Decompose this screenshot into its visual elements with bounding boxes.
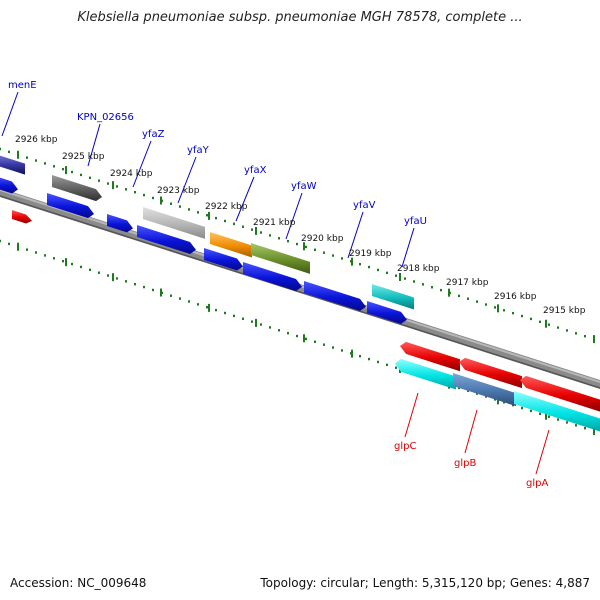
gene-arrow[interactable] [520, 375, 600, 412]
backbone-shadow [0, 195, 600, 389]
scale-label: 2924 kbp [110, 169, 153, 179]
accession-text: Accession: NC_009648 [10, 576, 147, 590]
gene-arrow[interactable] [107, 214, 133, 233]
gene-arrow[interactable] [243, 262, 302, 291]
leader-line [347, 211, 364, 259]
scale-label: 2920 kbp [301, 234, 344, 244]
gene-arrow[interactable] [372, 284, 414, 310]
gene-label-glpB[interactable]: glpB [454, 458, 476, 469]
gene-arrow[interactable] [0, 154, 25, 175]
leader-line [1, 91, 19, 137]
scale-label: 2922 kbp [205, 202, 248, 212]
leader-line [285, 192, 303, 240]
scale-label: 2923 kbp [157, 186, 200, 196]
gene-arrow[interactable] [395, 358, 456, 390]
gene-label-yfaW[interactable]: yfaW [291, 181, 317, 192]
leader-line [132, 140, 152, 188]
gene-arrow[interactable] [210, 232, 252, 258]
label-leader-lines [1, 91, 550, 475]
map-title: Klebsiella pneumoniae subsp. pneumoniae … [77, 10, 523, 25]
leader-line [464, 409, 478, 454]
gene-label-menE[interactable]: menE [8, 80, 37, 91]
gene-arrow[interactable] [304, 281, 366, 311]
gene-arrow[interactable] [400, 341, 460, 372]
gene-arrow[interactable] [137, 225, 196, 254]
gene-features [0, 154, 600, 432]
leader-line [401, 227, 415, 268]
gene-label-yfaX[interactable]: yfaX [244, 165, 267, 176]
gene-arrow[interactable] [52, 175, 102, 202]
gene-arrow[interactable] [12, 210, 32, 224]
gene-arrow[interactable] [0, 176, 18, 194]
leader-line [535, 429, 550, 475]
gene-arrow[interactable] [514, 391, 600, 432]
gene-label-yfaY[interactable]: yfaY [187, 145, 210, 156]
scale-label: 2915 kbp [543, 306, 586, 316]
gene-label-glpC[interactable]: glpC [394, 441, 416, 452]
leader-line [235, 176, 255, 222]
gene-label-yfaV[interactable]: yfaV [353, 200, 376, 211]
gene-arrow[interactable] [204, 248, 243, 271]
scale-label: 2917 kbp [446, 278, 489, 288]
gene-arrow[interactable] [47, 193, 94, 219]
scale-label: 2918 kbp [397, 264, 440, 274]
scale-label: 2925 kbp [62, 152, 105, 162]
scale-label: 2926 kbp [15, 135, 58, 145]
leader-line [87, 123, 101, 167]
gene-arrow[interactable] [251, 243, 310, 274]
gene-label-glpA[interactable]: glpA [526, 478, 548, 489]
leader-line [404, 392, 419, 438]
scale-label: 2919 kbp [349, 249, 392, 259]
gene-label-KPN_02656[interactable]: KPN_02656 [77, 112, 134, 123]
genome-summary-text: Topology: circular; Length: 5,315,120 bp… [260, 576, 590, 590]
scale-label: 2916 kbp [494, 292, 537, 302]
gene-label-yfaU[interactable]: yfaU [404, 216, 427, 227]
gene-label-yfaZ[interactable]: yfaZ [142, 129, 165, 140]
gene-arrow[interactable] [143, 207, 205, 239]
scale-label: 2921 kbp [253, 218, 296, 228]
gene-arrow[interactable] [453, 373, 516, 407]
gene-arrow[interactable] [367, 301, 407, 324]
gene-arrow[interactable] [459, 357, 522, 389]
leader-line [177, 156, 197, 204]
scale-ticks-upper [0, 147, 595, 344]
